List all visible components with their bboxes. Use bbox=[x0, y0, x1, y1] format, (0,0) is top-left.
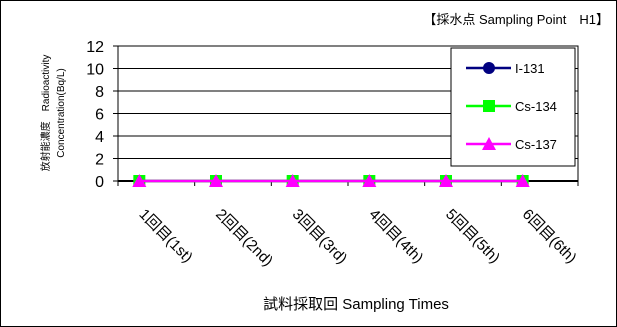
y-tick-label: 10 bbox=[86, 62, 104, 79]
x-tick-label: 1回目(1st) bbox=[136, 206, 196, 266]
data-point-series-2 bbox=[285, 174, 300, 187]
legend-marker-1 bbox=[483, 100, 495, 112]
y-tick-label: 6 bbox=[95, 107, 104, 124]
legend-marker-0 bbox=[483, 62, 495, 74]
x-tick-label: 2回目(2nd) bbox=[212, 206, 276, 270]
data-point-series-2 bbox=[362, 174, 377, 187]
data-point-series-2 bbox=[439, 174, 453, 187]
y-tick-label: 2 bbox=[95, 152, 104, 169]
legend-marker-2 bbox=[482, 137, 496, 150]
data-point-series-2 bbox=[132, 174, 147, 187]
x-axis-label: 試料採取回 Sampling Times bbox=[263, 296, 449, 313]
legend-label-1: Cs-134 bbox=[515, 99, 557, 114]
legend-label-2: Cs-137 bbox=[515, 137, 557, 152]
y-axis-label-line-2: Concentration(Bq/L) bbox=[56, 68, 67, 158]
data-point-series-2 bbox=[209, 174, 223, 187]
y-tick-label: 4 bbox=[95, 129, 104, 146]
x-tick-label: 4回目(4th) bbox=[366, 206, 427, 267]
y-tick-label: 12 bbox=[86, 39, 104, 56]
y-tick-label: 0 bbox=[95, 174, 104, 191]
legend-label-0: I-131 bbox=[515, 61, 545, 76]
chart-title: 【採水点 Sampling Point H1】 bbox=[423, 12, 609, 27]
y-axis-label: 放射能濃度 Radioactivity Concentration(Bq/L) bbox=[39, 55, 67, 172]
x-tick-label: 3回目(3rd) bbox=[289, 206, 351, 268]
y-tick-label: 8 bbox=[95, 84, 104, 101]
x-tick-label: 6回目(6th) bbox=[519, 206, 580, 267]
y-axis-label-line-1: 放射能濃度 Radioactivity bbox=[39, 55, 52, 172]
x-tick-label: 5回目(5th) bbox=[442, 206, 503, 267]
data-point-series-2 bbox=[515, 174, 530, 187]
plot-area: 0 2 4 6 8 10 12 1回目(1st) 2回目(2nd) 3回目(3rd) 4回目(4th… bbox=[86, 39, 580, 270]
